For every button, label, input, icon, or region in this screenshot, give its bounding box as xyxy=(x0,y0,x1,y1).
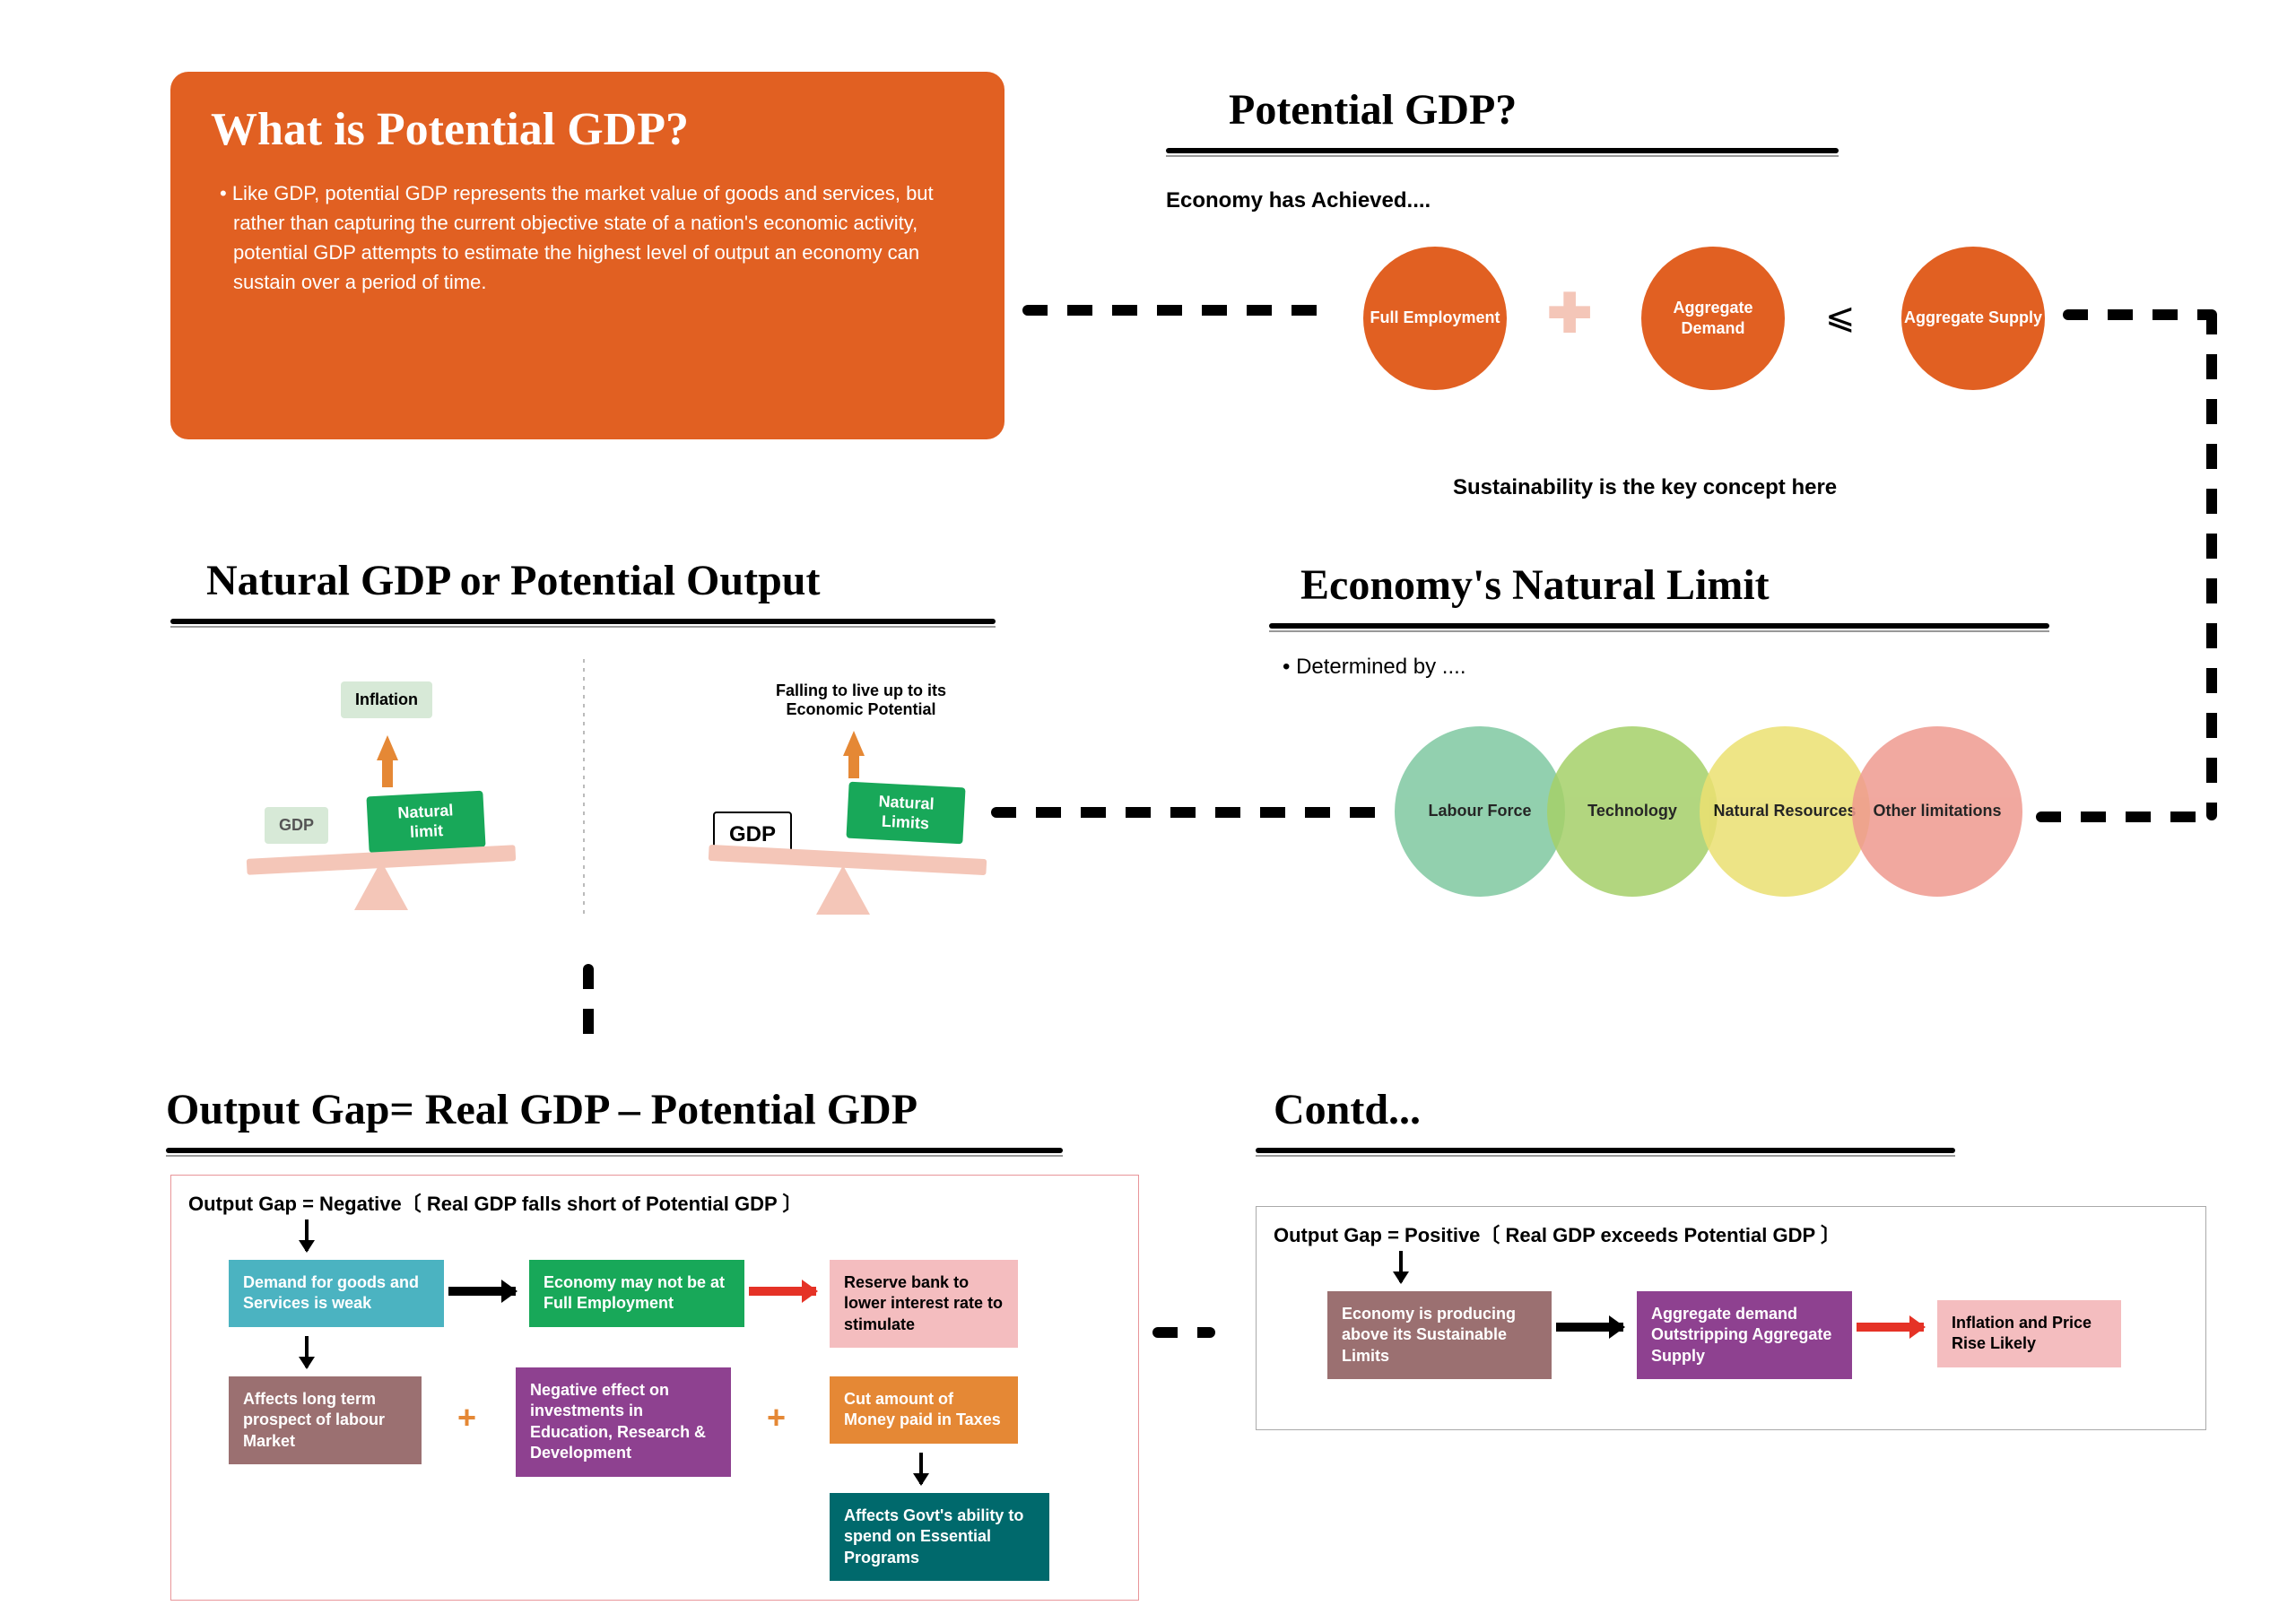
natural-gdp-underline xyxy=(170,619,996,624)
seesaw-fulcrum-1 xyxy=(354,861,408,910)
circle-labour: Labour Force xyxy=(1395,726,1565,897)
leq-icon: ⩽ xyxy=(1825,296,1856,337)
econ-limit-heading: Economy's Natural Limit xyxy=(1300,560,1770,610)
circle-resources-label: Natural Resources xyxy=(1713,802,1856,821)
connector-2c xyxy=(2036,812,2215,822)
nat-limit-box-1: Natural limit xyxy=(366,791,485,854)
box-taxes: Cut amount of Money paid in Taxes xyxy=(830,1376,1018,1444)
circle-tech-label: Technology xyxy=(1587,802,1677,821)
title-card-heading: What is Potential GDP? xyxy=(211,103,964,156)
circle-other: Other limitations xyxy=(1852,726,2022,897)
plus-1: + xyxy=(457,1399,476,1436)
box-govt: Affects Govt's ability to spend on Essen… xyxy=(830,1493,1049,1581)
box-labour: Affects long term prospect of labour Mar… xyxy=(229,1376,422,1464)
output-gap-neg-title: Output Gap = Negative〔 Real GDP falls sh… xyxy=(188,1188,802,1217)
inflation-box: Inflation xyxy=(341,681,432,718)
arrow-d3 xyxy=(919,1453,923,1484)
box-outstrip: Aggregate demand Outstripping Aggregate … xyxy=(1637,1291,1852,1379)
econ-limit-sub: • Determined by .... xyxy=(1283,655,1465,680)
seesaw-fulcrum-2 xyxy=(816,865,870,915)
contd-heading: Contd... xyxy=(1274,1085,1421,1134)
potential-caption: Sustainability is the key concept here xyxy=(1453,475,1837,500)
arrow-d1 xyxy=(305,1219,309,1251)
connector-4 xyxy=(583,964,594,1040)
arrow-d2 xyxy=(305,1336,309,1367)
circle-agg-demand: Aggregate Demand xyxy=(1641,247,1785,390)
gdp-box-1: GDP xyxy=(265,807,328,844)
up-arrow-2 xyxy=(843,731,865,756)
title-card-body: • Like GDP, potential GDP represents the… xyxy=(211,178,964,297)
box-demand-weak: Demand for goods and Services is weak xyxy=(229,1260,444,1327)
potential-underline xyxy=(1166,148,1839,153)
connector-5 xyxy=(1152,1327,1215,1338)
arrow-r3 xyxy=(1556,1323,1623,1332)
arrow-r1 xyxy=(448,1287,516,1296)
circle-tech: Technology xyxy=(1547,726,1718,897)
title-card: What is Potential GDP? • Like GDP, poten… xyxy=(170,72,1004,439)
failing-box: Falling to live up to its Economic Poten… xyxy=(744,673,978,728)
circle-other-label: Other limitations xyxy=(1873,802,2001,821)
potential-gdp-heading: Potential GDP? xyxy=(1229,85,1517,135)
circle-full-employment: Full Employment xyxy=(1363,247,1507,390)
connector-2a xyxy=(2063,309,2215,320)
natural-gdp-heading: Natural GDP or Potential Output xyxy=(206,556,820,605)
circle-agg-supply: Aggregate Supply xyxy=(1901,247,2045,390)
box-edu: Negative effect on investments in Educat… xyxy=(516,1367,731,1477)
connector-3 xyxy=(991,807,1386,818)
up-arrow-1 xyxy=(377,735,398,760)
box-inflation: Inflation and Price Rise Likely xyxy=(1937,1300,2121,1367)
arrow-r2 xyxy=(749,1287,816,1296)
circle-labour-label: Labour Force xyxy=(1428,802,1531,821)
contd-underline xyxy=(1256,1148,1955,1153)
potential-subtitle: Economy has Achieved.... xyxy=(1166,188,1431,213)
plus-icon: ✚ xyxy=(1547,282,1592,345)
box-producing: Economy is producing above its Sustainab… xyxy=(1327,1291,1552,1379)
output-gap-underline xyxy=(166,1148,1063,1153)
output-gap-heading: Output Gap= Real GDP – Potential GDP xyxy=(166,1085,918,1134)
arrow-r4 xyxy=(1857,1323,1924,1332)
plus-2: + xyxy=(767,1399,786,1436)
divider-dotted xyxy=(583,659,585,919)
circle-agg-supply-label: Aggregate Supply xyxy=(1904,308,2042,328)
circle-full-employment-label: Full Employment xyxy=(1370,308,1500,328)
circle-resources: Natural Resources xyxy=(1700,726,1870,897)
output-gap-pos-title: Output Gap = Positive〔 Real GDP exceeds … xyxy=(1274,1219,1840,1248)
arrow-d4 xyxy=(1399,1251,1403,1282)
box-reserve: Reserve bank to lower interest rate to s… xyxy=(830,1260,1018,1348)
nat-limits-box-2: Natural Limits xyxy=(846,782,965,845)
connector-2b xyxy=(2206,309,2217,820)
connector-1 xyxy=(1022,305,1336,316)
circle-agg-demand-label: Aggregate Demand xyxy=(1641,298,1785,340)
box-full-emp: Economy may not be at Full Employment xyxy=(529,1260,744,1327)
econ-limit-underline xyxy=(1269,623,2049,629)
